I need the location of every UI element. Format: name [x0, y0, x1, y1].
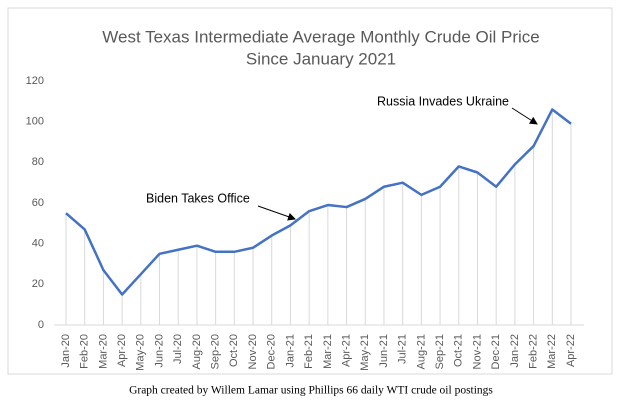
annotation: Biden Takes Office	[146, 191, 250, 205]
x-tick-label: Sep-20	[210, 334, 222, 369]
x-tick-label: Jul-21	[397, 334, 409, 364]
x-tick-label: Dec-21	[490, 334, 502, 369]
annotation-arrow	[257, 205, 296, 221]
x-tick-label: Nov-21	[471, 334, 483, 369]
x-tick-label: Mar-21	[322, 334, 334, 369]
x-tick-label: Feb-22	[527, 334, 539, 369]
y-tick-label: 60	[32, 197, 44, 209]
x-tick-label: Feb-20	[79, 334, 91, 369]
chart-title: West Texas Intermediate Average Monthly …	[102, 27, 539, 46]
x-tick-label: Jun-20	[153, 334, 165, 368]
x-tick-label: Feb-21	[303, 334, 315, 369]
x-tick-label: Mar-20	[97, 334, 109, 369]
caption: Graph created by Willem Lamar using Phil…	[129, 385, 493, 397]
x-tick-label: Jul-20	[172, 334, 184, 364]
y-tick-label: 40	[32, 238, 44, 250]
x-tick-label: Apr-20	[116, 334, 128, 367]
x-tick-label: Aug-20	[191, 334, 203, 369]
x-tick-label: Apr-22	[565, 334, 577, 367]
x-tick-label: Jun-21	[378, 334, 390, 368]
x-tick-label: May-20	[135, 334, 147, 371]
y-tick-label: 80	[32, 156, 44, 168]
y-tick-label: 120	[26, 75, 44, 87]
annotation: Russia Invades Ukraine	[377, 94, 509, 108]
x-tick-label: Nov-20	[247, 334, 259, 369]
x-tick-label: May-21	[359, 334, 371, 371]
x-tick-label: Oct-21	[453, 334, 465, 367]
x-tick-label: Dec-20	[266, 334, 278, 369]
y-tick-label: 100	[26, 116, 44, 128]
chart-border	[7, 7, 613, 375]
annotation-arrow	[511, 107, 538, 125]
y-tick-label: 20	[32, 278, 44, 290]
x-tick-label: Jan-21	[284, 334, 296, 368]
y-tick-label: 0	[38, 319, 44, 331]
x-tick-label: Aug-21	[415, 334, 427, 369]
x-tick-label: Apr-21	[340, 334, 352, 367]
chart-subtitle: Since January 2021	[246, 49, 396, 68]
x-tick-label: Jan-22	[509, 334, 521, 368]
data-line	[65, 108, 572, 296]
x-tick-label: Jan-20	[60, 334, 72, 368]
x-tick-label: Sep-21	[434, 334, 446, 369]
x-tick-label: Oct-20	[228, 334, 240, 367]
x-tick-label: Mar-22	[546, 334, 558, 369]
